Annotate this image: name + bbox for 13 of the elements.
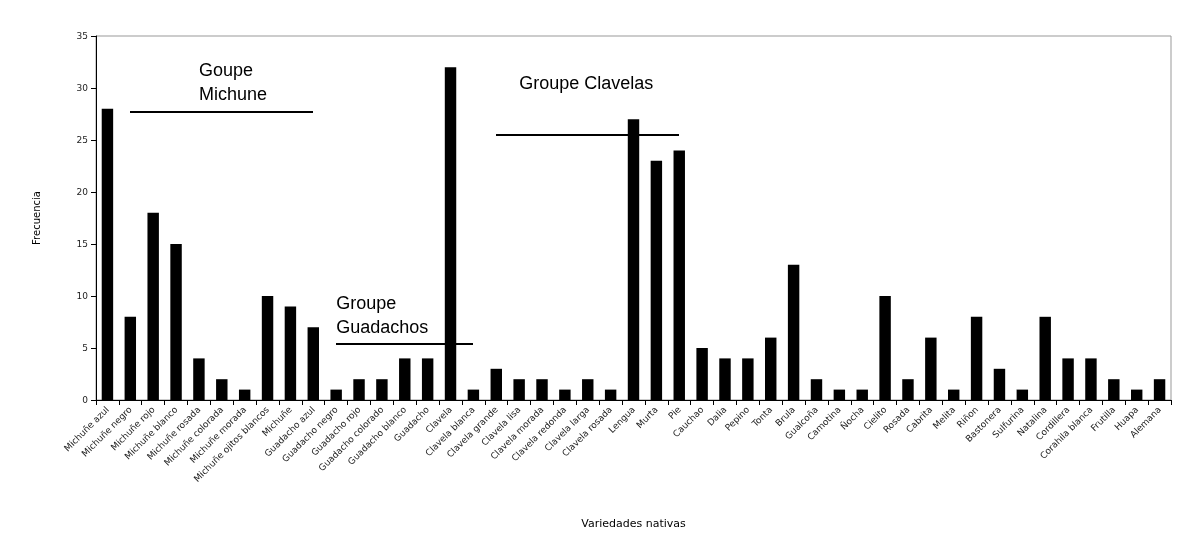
y-tick-label: 25	[76, 135, 88, 145]
annotation: Groupe Guadachos	[336, 292, 429, 337]
y-tick-label: 20	[76, 187, 89, 197]
annotation: Groupe Clavelas	[519, 73, 654, 94]
y-tick-label: 0	[82, 395, 89, 405]
y-axis-title: Frecuencia	[30, 191, 42, 245]
annotation: Goupe Michune	[198, 59, 267, 104]
y-tick-label: 35	[76, 31, 88, 41]
y-tick-label: 30	[76, 83, 89, 93]
y-tick-label: 5	[82, 343, 88, 353]
x-axis-title: Variedades nativas	[581, 517, 687, 530]
y-tick-label: 15	[76, 239, 88, 249]
y-tick-label: 10	[76, 291, 89, 301]
